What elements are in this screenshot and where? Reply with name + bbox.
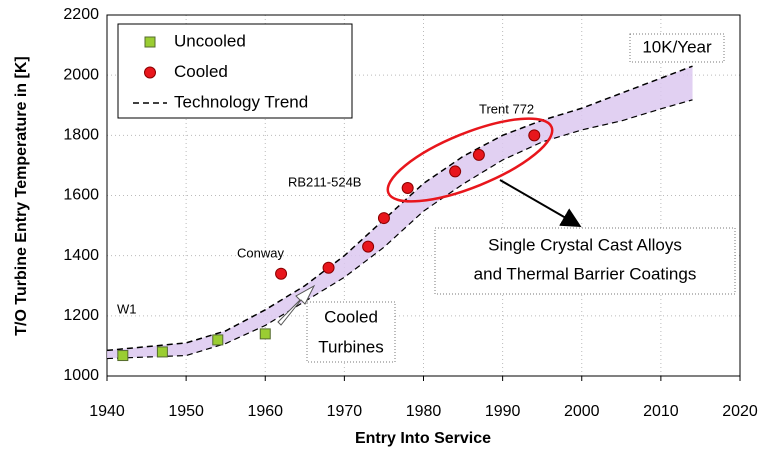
point <box>449 165 462 178</box>
point <box>362 240 375 253</box>
trend-band <box>107 66 693 359</box>
ann-box <box>629 33 725 63</box>
annotation: Single Crystal Cast Alloys <box>488 235 682 254</box>
x-tick-label: 1990 <box>485 403 521 420</box>
annotation: W1 <box>117 301 137 316</box>
x-tick-label: 1970 <box>327 403 363 420</box>
x-tick-label: 2020 <box>722 403 758 420</box>
ann-box <box>306 301 396 363</box>
y-tick-label: 1600 <box>63 187 99 204</box>
legend-label: Technology Trend <box>174 92 308 111</box>
annotation: Turbines <box>318 337 384 356</box>
x-tick-label: 1980 <box>406 403 442 420</box>
point <box>401 181 414 194</box>
y-tick-label: 1800 <box>63 127 99 144</box>
annotation: 10K/Year <box>642 37 712 56</box>
legend-marker <box>144 36 156 48</box>
trend-line <box>106 65 693 352</box>
y-tick-label: 1000 <box>63 367 99 384</box>
arrow <box>499 179 582 227</box>
point <box>117 350 129 362</box>
point <box>156 346 168 358</box>
point <box>322 261 335 274</box>
legend-label: Uncooled <box>174 31 246 50</box>
x-tick-label: 1950 <box>168 403 204 420</box>
point <box>528 129 541 142</box>
y-tick-label: 2000 <box>63 66 99 83</box>
x-tick-label: 1960 <box>247 403 283 420</box>
annotation: Cooled <box>324 307 378 326</box>
point <box>472 148 485 161</box>
ann-box <box>434 227 736 295</box>
annotation: RB211-524B <box>288 174 361 189</box>
point <box>212 334 224 346</box>
y-tick-label: 1200 <box>63 307 99 324</box>
x-axis-label: Entry Into Service <box>355 430 491 447</box>
legend-label: Cooled <box>174 62 228 81</box>
point <box>377 212 390 225</box>
point <box>275 267 288 280</box>
y-tick-label: 1400 <box>63 247 99 264</box>
plot-frame <box>106 14 741 377</box>
legend-marker <box>144 66 156 79</box>
trend-line-lower <box>106 99 693 360</box>
highlight-ellipse <box>386 117 554 203</box>
x-tick-label: 2010 <box>643 403 679 420</box>
point <box>259 328 271 340</box>
y-axis-label: T/O Turbine Entry Temperature in [K] <box>13 56 30 335</box>
y-tick-label: 2200 <box>63 6 99 23</box>
annotation: Conway <box>237 245 284 260</box>
x-tick-label: 1940 <box>89 403 125 420</box>
x-tick-label: 2000 <box>564 403 600 420</box>
legend: Uncooled Cooled Technology Trend <box>117 23 353 119</box>
annotation: and Thermal Barrier Coatings <box>474 264 697 283</box>
arrow <box>277 284 316 326</box>
annotation: Trent 772 <box>479 101 534 116</box>
